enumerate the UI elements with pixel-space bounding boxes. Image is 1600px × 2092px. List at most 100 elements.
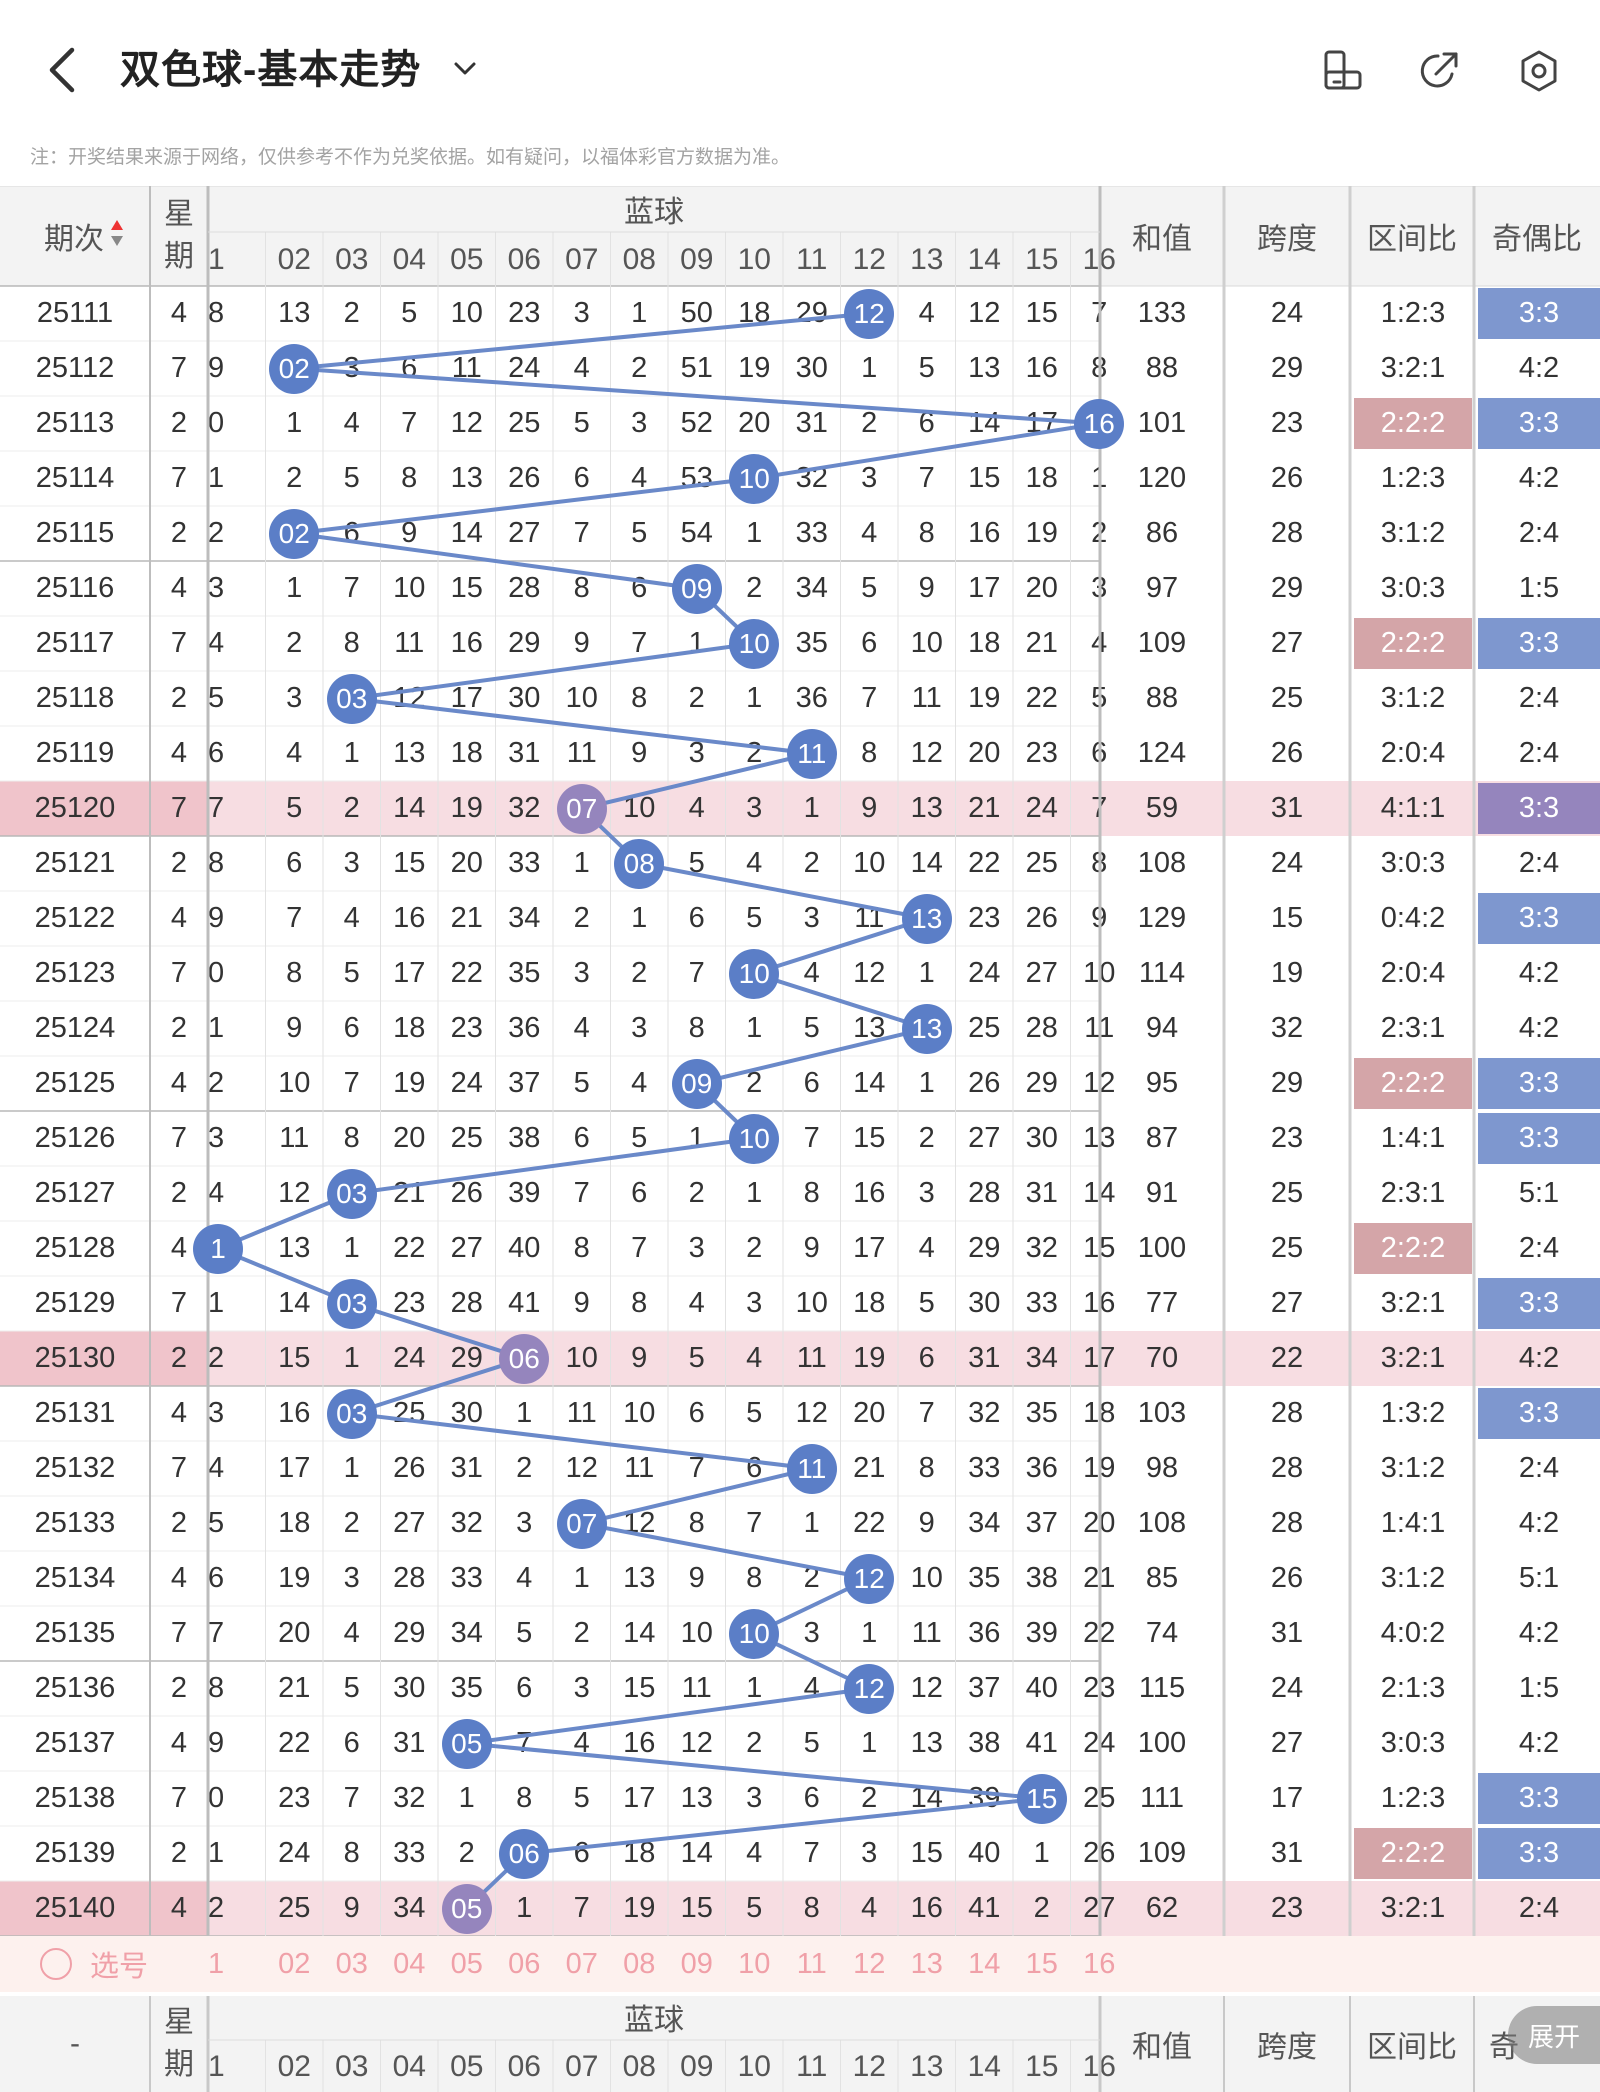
pick-number-button[interactable]: 05 (450, 1947, 483, 1980)
select-number-toggle[interactable]: 选号 (40, 1936, 210, 1992)
pick-number-button[interactable]: 14 (968, 1947, 1001, 1980)
blue-cell: 8 (401, 462, 418, 494)
blue-cell: 6 (803, 1067, 820, 1099)
zone-ratio-cell: 1:2:3 (1380, 297, 1446, 329)
odd-even-cell: 3:3 (1478, 1828, 1600, 1879)
blue-cell: 27 (450, 1232, 483, 1264)
sum-cell: 111 (1139, 1782, 1185, 1814)
blue-cell: 40 (1025, 1672, 1058, 1704)
period-cell: 25133 (34, 1507, 116, 1539)
settings-gear-icon[interactable] (1516, 48, 1562, 94)
zone-ratio-cell: 4:1:1 (1380, 792, 1446, 824)
pick-number-button[interactable]: 16 (1083, 1947, 1116, 1980)
phone-rotate-icon[interactable] (1320, 48, 1366, 94)
sum-cell: 129 (1137, 902, 1187, 934)
blue-cell: 4 (918, 297, 935, 329)
pick-number-button[interactable]: 03 (335, 1947, 368, 1980)
blue-number-header: 07 (565, 243, 599, 276)
blue-cell: 7 (286, 902, 303, 934)
blue-number-header: 02 (277, 243, 311, 276)
blue-cell: 23 (968, 902, 1001, 934)
blue-cell: 2 (343, 297, 360, 329)
chevron-down-icon[interactable] (448, 52, 482, 86)
blue-cell: 1 (861, 352, 878, 384)
weekday-cell: 7 (170, 957, 188, 989)
radio-circle-icon[interactable] (40, 1948, 72, 1980)
pick-number-button[interactable]: 09 (680, 1947, 713, 1980)
blue-cell: 14 (968, 407, 1001, 439)
pick-number-button[interactable]: 06 (508, 1947, 541, 1980)
footer-blue-number: 12 (852, 2050, 886, 2083)
period-cell: 25128 (34, 1232, 116, 1264)
blue-cell: 2 (918, 1122, 935, 1154)
back-arrow-icon[interactable] (40, 44, 84, 96)
blue-cell: 7 (746, 1507, 763, 1539)
winning-ball-marker: 12 (844, 288, 895, 339)
sort-arrow-icon[interactable] (110, 218, 124, 248)
footer-blue-number: 08 (622, 2050, 656, 2083)
sum-cell: 87 (1145, 1122, 1179, 1154)
blue-cell: 5 (803, 1012, 820, 1044)
blue-cell: 14 (853, 1067, 886, 1099)
footer-weekday-text: 星期 (164, 2006, 194, 2081)
period-cell: 25112 (35, 352, 115, 384)
pick-number-button[interactable]: 10 (738, 1947, 771, 1980)
weekday-header-text: 星期 (164, 198, 194, 273)
zone-ratio-cell: 2:2:2 (1354, 398, 1472, 449)
blue-cell: 1 (746, 682, 763, 714)
period-cell: 25117 (35, 627, 115, 659)
blue-cell: 9 (803, 1232, 820, 1264)
blue-cell: 6 (208, 1562, 225, 1594)
span-cell: 26 (1270, 462, 1304, 494)
period-cell: 25121 (34, 847, 116, 879)
blue-cell: 32 (795, 462, 828, 494)
pick-number-button[interactable]: 07 (565, 1947, 598, 1980)
blue-cell: 10 (680, 1617, 713, 1649)
blue-cell: 1 (343, 737, 360, 769)
blue-cell: 11 (394, 627, 425, 659)
blue-cell: 4 (208, 1452, 225, 1484)
zone-ratio-cell: 4:0:2 (1380, 1617, 1446, 1649)
blue-cell: 5 (803, 1727, 820, 1759)
blue-cell: 26 (1025, 902, 1058, 934)
blue-cell: 12 (910, 737, 943, 769)
blue-cell: 28 (393, 1562, 426, 1594)
pick-number-button[interactable]: 12 (853, 1947, 886, 1980)
blue-cell: 18 (968, 627, 1001, 659)
blue-cell: 2 (343, 1507, 360, 1539)
blue-cell: 11 (911, 1617, 942, 1649)
blue-cell: 4 (343, 407, 360, 439)
pick-number-button[interactable]: 11 (796, 1947, 827, 1980)
blue-cell: 33 (968, 1452, 1001, 1484)
weekday-cell: 7 (170, 462, 188, 494)
blue-cell: 4 (631, 462, 648, 494)
blue-cell: 12 (910, 1672, 943, 1704)
blue-cell: 29 (968, 1232, 1001, 1264)
blue-cell: 7 (516, 1727, 533, 1759)
pick-number-button[interactable]: 15 (1025, 1947, 1058, 1980)
expand-button[interactable]: 展开 (1508, 2006, 1600, 2064)
blue-number-header: 15 (1025, 243, 1059, 276)
blue-cell: 6 (688, 902, 705, 934)
blue-cell: 36 (1025, 1452, 1058, 1484)
blue-cell: 2 (208, 1067, 225, 1099)
footer-blue-number: 14 (967, 2050, 1001, 2083)
blue-cell: 35 (968, 1562, 1001, 1594)
pick-number-button[interactable]: 13 (910, 1947, 943, 1980)
pick-number-button[interactable]: 02 (278, 1947, 311, 1980)
blue-cell: 3 (746, 792, 763, 824)
pick-number-button[interactable]: 04 (393, 1947, 426, 1980)
blue-cell: 16 (1025, 352, 1058, 384)
blue-cell: 20 (968, 737, 1001, 769)
blue-cell: 3 (343, 1562, 360, 1594)
blue-cell: 2 (208, 517, 225, 549)
period-cell: 25116 (35, 572, 115, 604)
blue-cell: 3 (803, 1617, 820, 1649)
pick-number-button[interactable]: 1 (208, 1947, 225, 1980)
blue-cell: 17 (450, 682, 483, 714)
blue-cell: 8 (631, 682, 648, 714)
share-icon[interactable] (1416, 48, 1462, 94)
blue-cell: 13 (450, 462, 483, 494)
pick-number-button[interactable]: 08 (623, 1947, 656, 1980)
span-cell: 27 (1270, 627, 1304, 659)
